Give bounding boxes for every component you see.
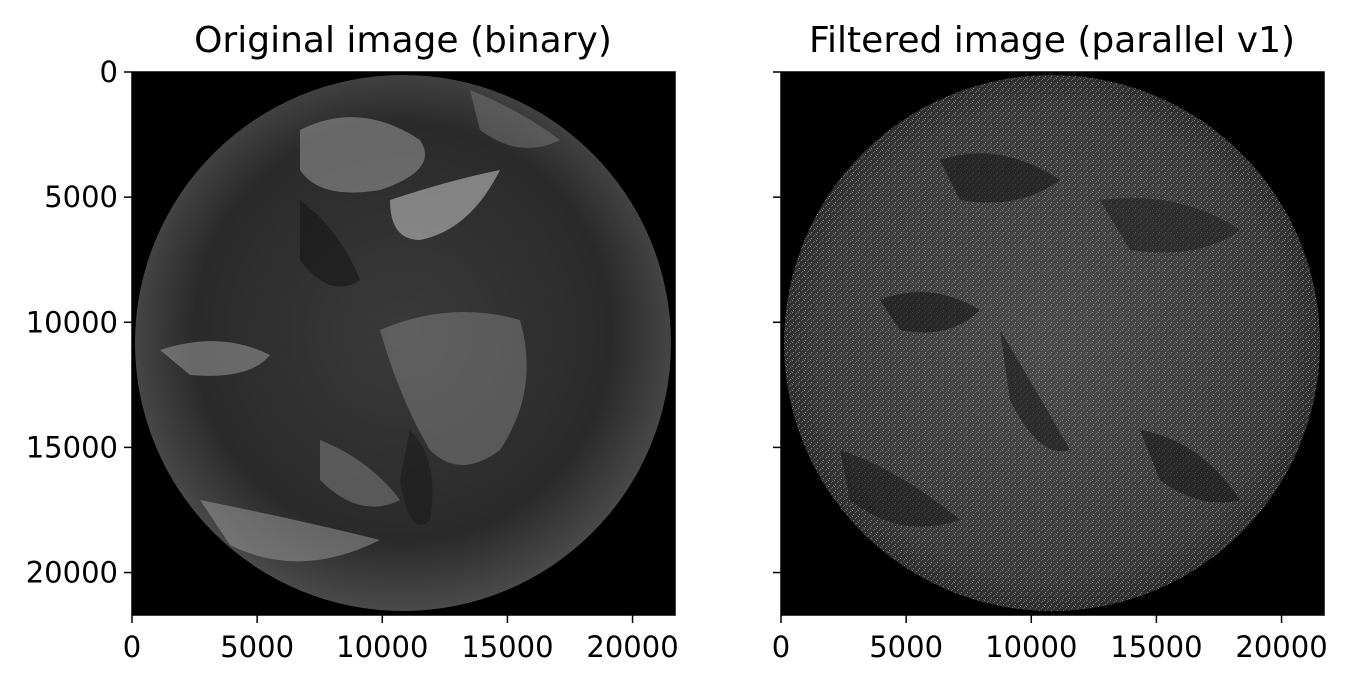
original-image-panel: Original image (binary) 0 5000 10000 15000 2…: [26, 20, 679, 664]
y-tick-label: 0: [100, 55, 118, 89]
filtered-image-panel: Filtered image (parallel v1) 0 5000 10000 1…: [772, 20, 1328, 664]
x-tick-label: 20000: [586, 630, 678, 664]
x-tick-label: 0: [123, 630, 141, 664]
y-tick-label: 15000: [26, 430, 118, 464]
axes-frame: [780, 71, 1325, 616]
panel-title: Original image (binary): [194, 20, 612, 61]
x-tick-label: 10000: [336, 630, 428, 664]
axes-frame: [131, 71, 676, 616]
y-tick-label: 5000: [44, 180, 118, 214]
y-tick-label: 20000: [26, 556, 118, 590]
x-tick-label: 5000: [220, 630, 294, 664]
x-tick-label: 10000: [985, 630, 1077, 664]
earth-disk-filtered: [784, 75, 1320, 611]
x-tick-label: 5000: [869, 630, 943, 664]
x-tick-label: 20000: [1235, 630, 1327, 664]
x-tick-label: 15000: [1110, 630, 1202, 664]
earth-disk-original: [135, 75, 671, 611]
x-tick-label: 0: [772, 630, 790, 664]
panel-title: Filtered image (parallel v1): [809, 20, 1295, 61]
x-tick-label: 15000: [461, 630, 553, 664]
y-tick-label: 10000: [26, 305, 118, 339]
